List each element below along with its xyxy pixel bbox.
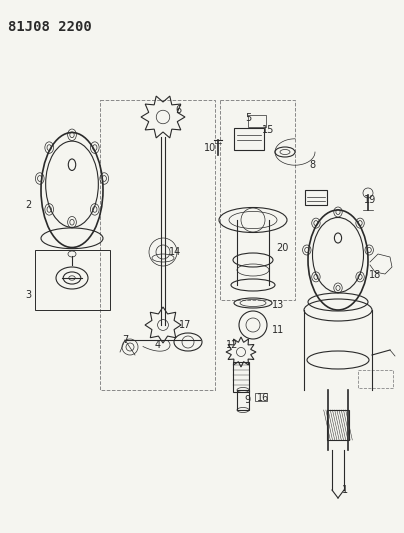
Bar: [358, 370, 393, 388]
Bar: [35, 250, 110, 310]
Bar: [100, 100, 215, 390]
Text: 81J08 2200: 81J08 2200: [8, 20, 92, 34]
Text: 14: 14: [169, 247, 181, 257]
Bar: [233, 362, 249, 392]
Bar: [234, 128, 264, 150]
Text: 18: 18: [369, 270, 381, 280]
Text: 3: 3: [25, 290, 31, 300]
Text: 5: 5: [245, 113, 251, 123]
Text: 12: 12: [226, 340, 238, 350]
Bar: [220, 100, 295, 300]
Text: 16: 16: [257, 393, 269, 403]
Bar: [305, 190, 327, 205]
Text: 19: 19: [364, 195, 376, 205]
Bar: [327, 410, 349, 440]
Bar: [237, 390, 249, 410]
Text: 11: 11: [272, 325, 284, 335]
Text: 9: 9: [244, 395, 250, 405]
Text: 1: 1: [342, 485, 348, 495]
Text: 10: 10: [204, 143, 216, 153]
Text: 20: 20: [276, 243, 288, 253]
Text: 13: 13: [272, 300, 284, 310]
Text: 7: 7: [122, 335, 128, 345]
Text: 2: 2: [25, 200, 31, 210]
Bar: [255, 393, 267, 401]
Text: 8: 8: [309, 160, 315, 170]
Bar: [248, 115, 266, 127]
Text: 15: 15: [262, 125, 274, 135]
Text: 6: 6: [175, 105, 181, 115]
Text: 17: 17: [179, 320, 191, 330]
Text: 4: 4: [155, 340, 161, 350]
